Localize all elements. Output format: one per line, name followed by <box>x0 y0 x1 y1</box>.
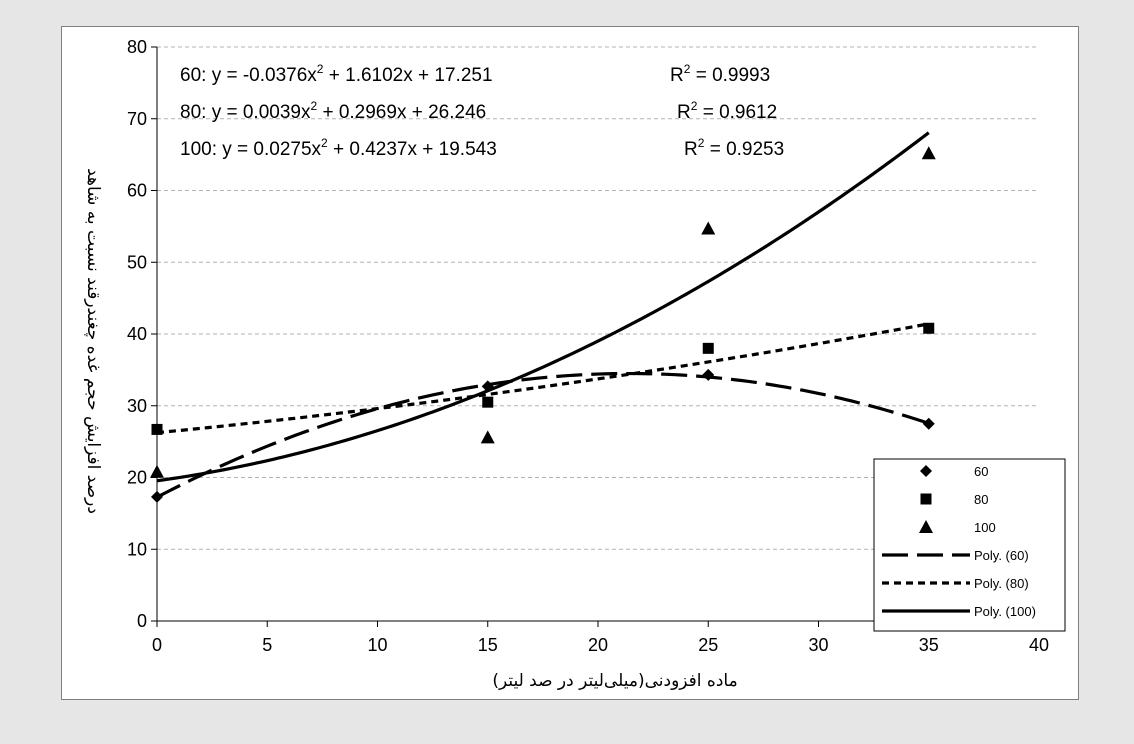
legend-label-100: 100 <box>974 520 996 535</box>
y-tick-label-30: 30 <box>127 396 147 416</box>
point-80-15 <box>482 396 494 408</box>
legend-label-Poly80: Poly. (80) <box>974 576 1029 591</box>
r2-annotation-60: R2 = 0.9993 <box>670 62 770 86</box>
x-tick-label-10: 10 <box>367 635 387 655</box>
point-60-15 <box>481 380 494 393</box>
equation-annotation-80: 80: y = 0.0039x2 + 0.2969x + 26.246 <box>180 99 486 123</box>
point-60-0 <box>151 490 163 503</box>
y-tick-label-40: 40 <box>127 324 147 344</box>
equation-annotation-60: 60: y = -0.0376x2 + 1.6102x + 17.251 <box>180 62 493 86</box>
x-tick-label-20: 20 <box>588 635 608 655</box>
legend-label-60: 60 <box>974 464 988 479</box>
point-100-0 <box>150 464 164 478</box>
y-tick-label-60: 60 <box>127 181 147 201</box>
point-80-0 <box>151 423 163 435</box>
grid-layer <box>157 46 1039 550</box>
point-100-15 <box>480 430 495 444</box>
x-tick-label-30: 30 <box>808 635 828 655</box>
equation-annotations: 60: y = -0.0376x2 + 1.6102x + 17.251 R2 … <box>180 62 784 160</box>
y-axis-title: درصد افزایش حجم غده چغندرقند نسبت به شاه… <box>83 168 103 514</box>
trendline-60 <box>156 371 930 499</box>
legend-marker-100 <box>919 520 933 533</box>
y-tick-label-70: 70 <box>127 109 147 129</box>
equation-annotation-100: 100: y = 0.0275x2 + 0.4237x + 19.543 <box>180 136 497 160</box>
legend-label-Poly100: Poly. (100) <box>974 604 1036 619</box>
chart-frame: 0 10 20 30 40 50 60 70 80 0 5 10 15 20 25 30 35 40 60: y … <box>61 26 1079 700</box>
point-100-25 <box>701 221 716 235</box>
y-tick-label-0: 0 <box>137 611 147 631</box>
legend-box <box>873 458 1066 632</box>
x-tick-label-35: 35 <box>919 635 939 655</box>
legend-items: 60 80 100 Poly. (60) Poly. (80) Poly. (100) <box>882 464 1036 619</box>
trend-layer <box>156 131 930 499</box>
trendline-100 <box>156 131 930 483</box>
legend: 60 80 100 Poly. (60) Poly. (80) Poly. (100) <box>873 458 1066 632</box>
legend-label-80: 80 <box>974 492 988 507</box>
marker-layer <box>150 146 936 503</box>
legend-label-Poly60: Poly. (60) <box>974 548 1029 563</box>
point-100-35 <box>921 146 936 160</box>
y-tick-label-50: 50 <box>127 252 147 272</box>
legend-marker-80 <box>920 493 932 505</box>
chart-svg: 0 10 20 30 40 50 60 70 80 0 5 10 15 20 25 30 35 40 60: y … <box>83 37 1066 691</box>
x-tick-label-40: 40 <box>1029 635 1049 655</box>
axis-layer: 0 10 20 30 40 50 60 70 80 0 5 10 15 20 25 30 35 40 <box>127 37 1049 655</box>
x-tick-label-5: 5 <box>262 635 272 655</box>
point-80-35 <box>923 322 935 334</box>
r2-annotation-80: R2 = 0.9612 <box>677 99 777 123</box>
x-tick-label-25: 25 <box>698 635 718 655</box>
x-axis-title: ماده افزودنی(میلی‌لیتر در صد لیتر) <box>492 671 737 691</box>
legend-marker-60 <box>920 465 932 477</box>
point-80-25 <box>702 342 714 354</box>
point-60-25 <box>702 368 715 381</box>
point-60-35 <box>922 417 935 430</box>
y-tick-label-80: 80 <box>127 37 147 57</box>
y-tick-label-10: 10 <box>127 539 147 559</box>
x-tick-label-0: 0 <box>152 635 162 655</box>
r2-annotation-100: R2 = 0.9253 <box>684 136 784 160</box>
y-tick-label-20: 20 <box>127 468 147 488</box>
x-tick-label-15: 15 <box>478 635 498 655</box>
trendline-80 <box>156 322 930 435</box>
